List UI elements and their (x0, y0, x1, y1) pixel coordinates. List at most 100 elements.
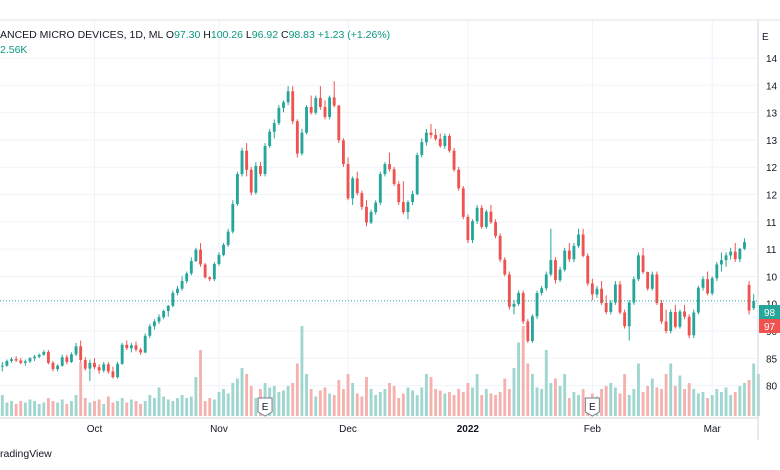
candle-body (70, 354, 73, 362)
candle (664, 309, 668, 334)
volume-bar (655, 387, 659, 416)
candle (554, 257, 557, 284)
candle-body (5, 360, 9, 366)
close-value: 98.83 (288, 29, 315, 41)
candle-body (738, 248, 742, 260)
candle (166, 304, 170, 317)
candle-body (19, 360, 23, 363)
volume-bar (494, 395, 497, 416)
candle-body (249, 169, 253, 193)
candle (609, 300, 613, 315)
volume-bar (669, 363, 673, 416)
volume-bar (65, 404, 69, 416)
candle-body (673, 312, 677, 327)
candle (623, 309, 627, 329)
volume-bar (309, 389, 313, 416)
candle (558, 266, 562, 283)
volume-bar (438, 390, 442, 416)
candle-body (429, 132, 433, 136)
candle-body (365, 206, 368, 223)
volume-bar (23, 402, 27, 416)
candle (687, 314, 691, 339)
volume-bar (129, 399, 133, 416)
volume-bar (222, 389, 226, 416)
volume-bar (724, 387, 728, 416)
candle (116, 361, 119, 379)
volume-bar (120, 398, 124, 416)
candle-body (457, 169, 461, 189)
candle-body (56, 365, 60, 370)
candle (563, 247, 567, 272)
candle (729, 247, 733, 260)
candle-body (471, 221, 474, 241)
prev-price-badge: 97 (759, 319, 780, 333)
volume-bar (351, 383, 355, 416)
volume-bar (171, 401, 175, 416)
volume-bar (378, 392, 382, 416)
volume-bar (420, 387, 424, 416)
candle (65, 354, 69, 365)
candle (595, 285, 599, 298)
volume-bar (424, 374, 428, 416)
volume-bar (199, 350, 202, 416)
volume-bar (544, 350, 548, 416)
candle-body (600, 288, 604, 303)
volume-bar (28, 399, 32, 416)
candle (540, 285, 544, 296)
candle-body (157, 317, 161, 322)
candle-body (660, 302, 663, 322)
volume-bar (111, 402, 115, 416)
candle-body (494, 222, 497, 236)
volume-bar (194, 377, 198, 416)
candle-body (567, 250, 571, 260)
open-value: 97.30 (174, 29, 201, 41)
candle (627, 300, 631, 341)
volume-bar (743, 383, 746, 416)
candle-body (272, 123, 276, 132)
candle (300, 128, 304, 156)
candle (443, 133, 447, 149)
candle-body (719, 260, 723, 265)
earnings-event-marker[interactable]: E (257, 397, 273, 417)
candle-body (355, 178, 359, 194)
candle (199, 243, 202, 267)
low-value: 96.92 (251, 29, 279, 41)
volume-bar (254, 398, 258, 416)
candle-body (332, 97, 336, 106)
volume-bar (185, 398, 189, 416)
volume-bar (341, 389, 345, 416)
volume-bar (245, 374, 249, 416)
candle-body (627, 302, 631, 327)
candle-body (452, 150, 456, 170)
volume-bar (148, 395, 152, 416)
volume-bar (388, 383, 391, 416)
candle-body (586, 255, 590, 284)
candle (222, 243, 226, 257)
earnings-event-marker[interactable]: E (584, 397, 600, 417)
candle-body (323, 106, 327, 117)
candle (637, 252, 640, 282)
candle (212, 262, 216, 282)
volume-bar (180, 395, 184, 416)
candle (93, 358, 96, 370)
volume-bar (116, 401, 119, 416)
candle (420, 138, 424, 158)
candle (438, 133, 442, 148)
candle (14, 356, 18, 362)
candle-body (572, 245, 576, 260)
candle-body (240, 150, 244, 175)
x-tick-label: Nov (210, 424, 228, 435)
tradingview-brand[interactable]: radingView (0, 448, 52, 460)
candle (480, 204, 484, 229)
candle (10, 357, 13, 363)
candle-body (60, 357, 64, 366)
volume-bar (51, 401, 55, 416)
volume-bar (660, 389, 663, 416)
candle-body (235, 174, 239, 205)
volume-bar (480, 395, 484, 416)
candle-body (397, 184, 401, 203)
volume-bar (74, 395, 78, 416)
volume-bar (231, 383, 235, 416)
